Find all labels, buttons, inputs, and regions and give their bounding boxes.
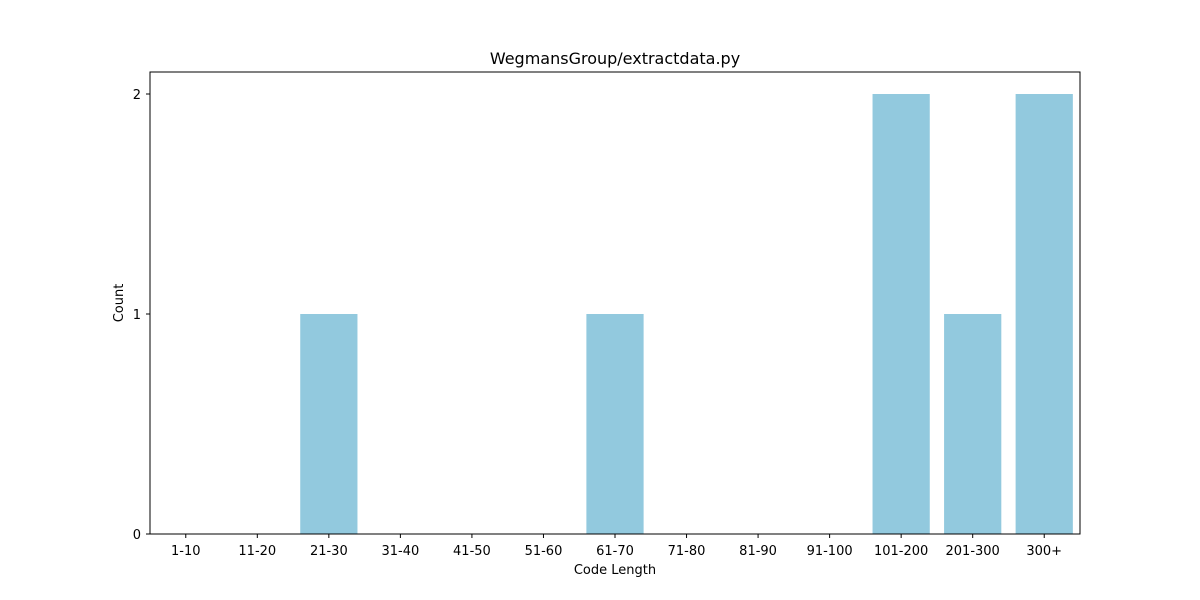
- x-tick-label: 300+: [1026, 544, 1062, 559]
- x-tick-label: 101-200: [874, 544, 928, 559]
- bar-300+: [1015, 94, 1073, 534]
- bar-21-30: [300, 314, 358, 534]
- x-tick-label: 91-100: [807, 544, 853, 559]
- x-tick-label: 21-30: [310, 544, 348, 559]
- x-tick-label: 71-80: [668, 544, 706, 559]
- x-axis-ticks: 1-10 11-20 21-30 31-40 41-50 51-60 61-70 71-80 8…: [171, 534, 1062, 559]
- x-tick-label: 81-90: [739, 544, 777, 559]
- y-axis-label: Count: [112, 284, 127, 323]
- y-axis-ticks: 0 1 2: [133, 88, 150, 543]
- y-tick-label: 0: [133, 528, 141, 543]
- y-tick-label: 1: [133, 308, 141, 323]
- x-tick-label: 201-300: [946, 544, 1000, 559]
- x-tick-label: 51-60: [525, 544, 563, 559]
- x-tick-label: 41-50: [453, 544, 491, 559]
- x-tick-label: 61-70: [596, 544, 634, 559]
- bars-group: [300, 94, 1073, 534]
- x-tick-label: 11-20: [238, 544, 276, 559]
- chart-title: WegmansGroup/extractdata.py: [490, 49, 740, 68]
- y-tick-label: 2: [133, 88, 141, 103]
- x-tick-label: 1-10: [171, 544, 201, 559]
- bar-61-70: [586, 314, 644, 534]
- bar-101-200: [872, 94, 930, 534]
- x-axis-label: Code Length: [574, 563, 656, 578]
- bar-201-300: [944, 314, 1002, 534]
- x-tick-label: 31-40: [381, 544, 419, 559]
